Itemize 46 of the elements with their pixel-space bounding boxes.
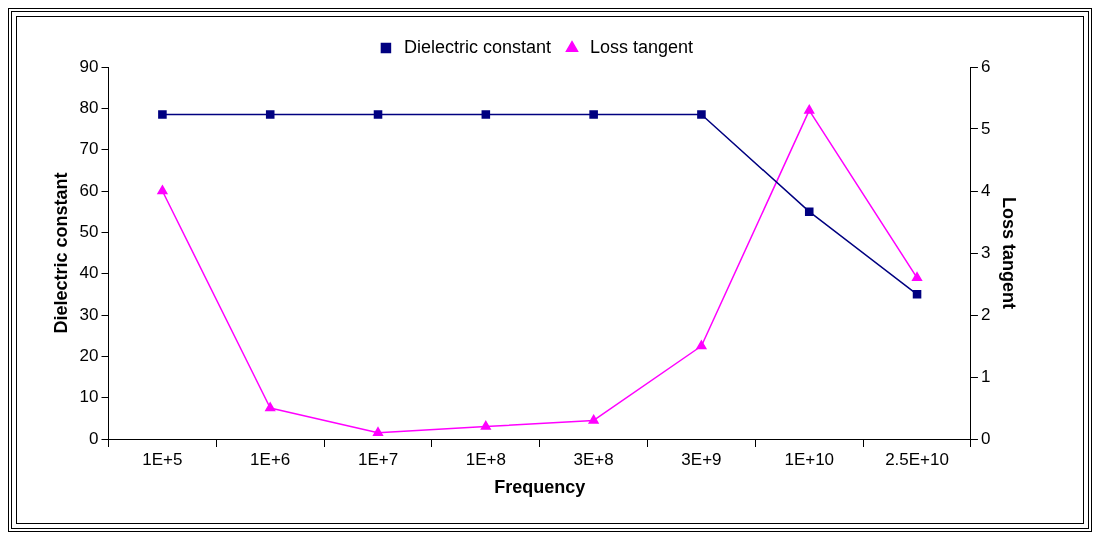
y2-tick-label: 5 xyxy=(980,118,991,138)
point xyxy=(480,420,491,430)
y-tick-label: 60 xyxy=(79,180,99,200)
y2-tick-label: 1 xyxy=(980,366,991,386)
point xyxy=(696,340,707,350)
point xyxy=(804,207,814,216)
x-tick-label: 1E+10 xyxy=(784,449,835,469)
y2-tick-label: 6 xyxy=(980,56,991,76)
y2-axis-title: Loss tangent xyxy=(999,196,1020,310)
point xyxy=(265,402,276,412)
point xyxy=(697,110,706,119)
y-tick-label: 0 xyxy=(89,428,99,448)
point xyxy=(588,414,599,424)
y-tick-label: 80 xyxy=(79,98,99,118)
y-axis-title: Dielectric constant xyxy=(50,172,71,334)
x-tick-label: 3E+8 xyxy=(573,449,614,469)
y2-tick-label: 4 xyxy=(980,180,991,200)
x-tick-label: 2.5E+10 xyxy=(885,449,949,469)
point xyxy=(912,290,922,299)
point xyxy=(589,110,598,119)
point xyxy=(265,110,275,119)
point xyxy=(157,185,168,195)
y-tick-label: 20 xyxy=(79,346,99,366)
y-tick-label: 30 xyxy=(79,304,99,324)
x-tick-label: 1E+7 xyxy=(357,449,399,469)
y2-tick-label: 0 xyxy=(980,428,991,448)
y2-tick-label: 3 xyxy=(980,242,991,262)
point xyxy=(158,110,167,119)
x-tick-label: 3E+9 xyxy=(681,449,722,469)
y2-tick-label: 2 xyxy=(980,304,991,324)
y-tick-label: 40 xyxy=(79,263,99,283)
x-axis-title: Frequency xyxy=(494,477,586,498)
y-tick-label: 90 xyxy=(79,56,99,76)
point xyxy=(373,110,383,119)
point xyxy=(804,104,815,114)
y-tick-label: 70 xyxy=(79,139,99,159)
point xyxy=(481,110,491,119)
legend-label: Dielectric constant xyxy=(403,36,551,57)
x-tick-label: 1E+6 xyxy=(250,449,291,469)
legend-label: Loss tangent xyxy=(589,36,694,57)
point xyxy=(911,272,923,282)
x-tick-label: 1E+5 xyxy=(142,449,183,469)
point xyxy=(372,427,384,437)
y-tick-label: 10 xyxy=(79,387,99,407)
x-tick-label: 1E+8 xyxy=(465,449,506,469)
y-tick-label: 50 xyxy=(79,222,99,242)
